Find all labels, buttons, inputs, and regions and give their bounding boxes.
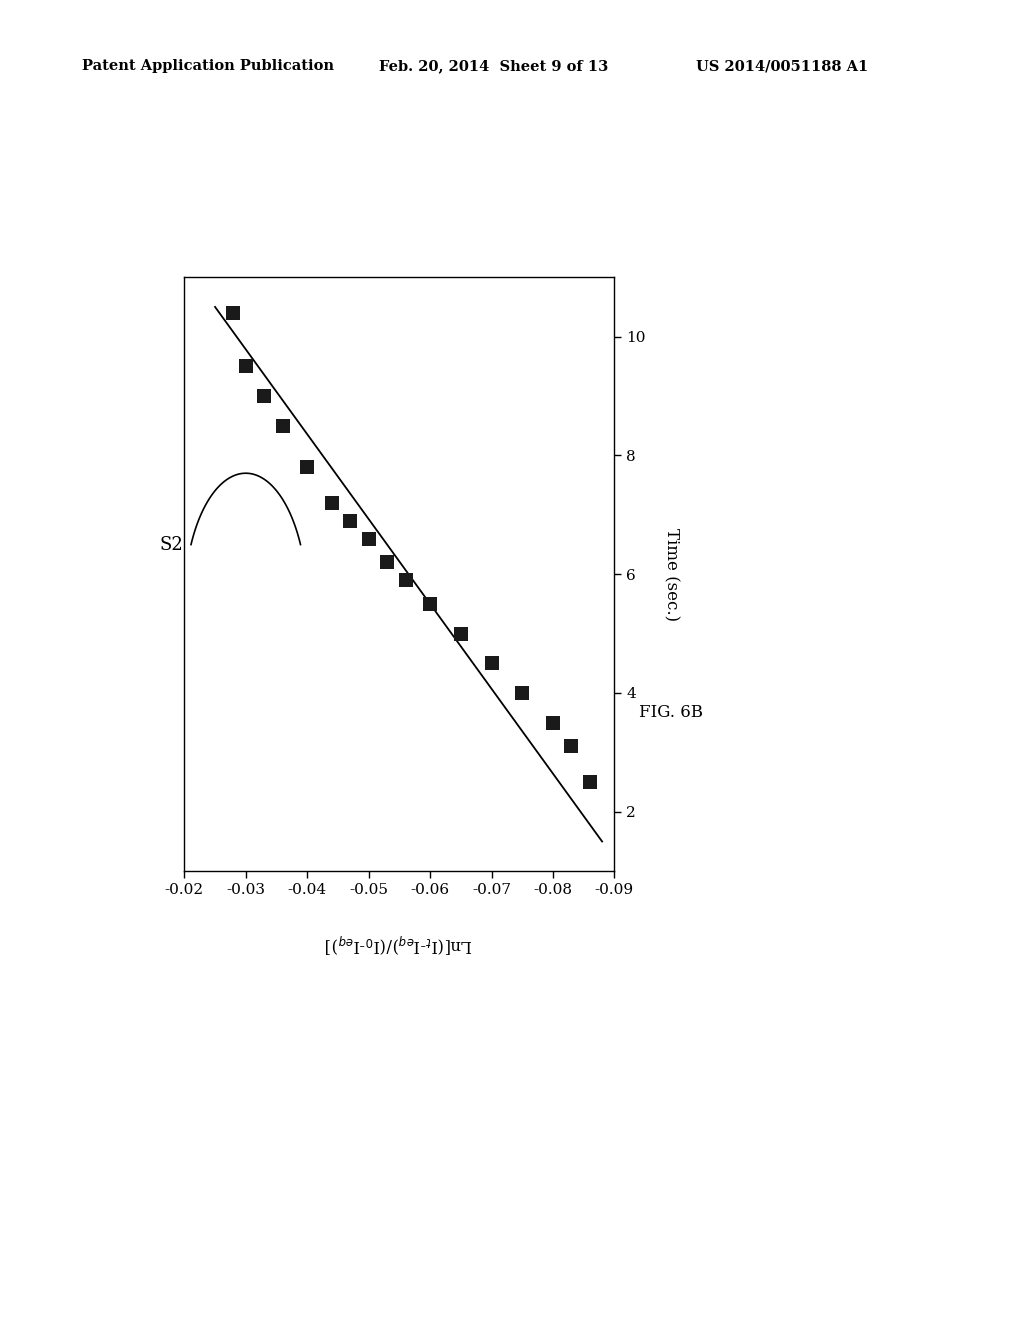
Text: S2: S2: [160, 536, 183, 553]
Point: [256, 385, 272, 407]
Text: Patent Application Publication: Patent Application Publication: [82, 59, 334, 74]
Text: Feb. 20, 2014  Sheet 9 of 13: Feb. 20, 2014 Sheet 9 of 13: [379, 59, 608, 74]
Point: [422, 594, 438, 615]
Point: [483, 652, 500, 673]
Point: [238, 355, 254, 378]
Point: [514, 682, 530, 704]
Point: [274, 414, 291, 436]
Text: FIG. 6B: FIG. 6B: [639, 705, 702, 721]
Text: Ln[(I$_t$-I$_{eq}$)/(I$_0$-I$_{eq}$)]: Ln[(I$_t$-I$_{eq}$)/(I$_0$-I$_{eq}$)]: [326, 931, 473, 954]
Point: [225, 302, 242, 323]
Point: [397, 570, 414, 591]
Point: [324, 492, 340, 513]
Point: [545, 713, 561, 734]
Point: [299, 457, 315, 478]
Point: [379, 552, 395, 573]
Point: [563, 737, 580, 758]
Point: [582, 771, 598, 792]
Text: US 2014/0051188 A1: US 2014/0051188 A1: [696, 59, 868, 74]
Point: [360, 528, 377, 549]
Point: [342, 510, 358, 531]
Point: [453, 623, 469, 644]
Text: Time (sec.): Time (sec.): [663, 528, 679, 620]
